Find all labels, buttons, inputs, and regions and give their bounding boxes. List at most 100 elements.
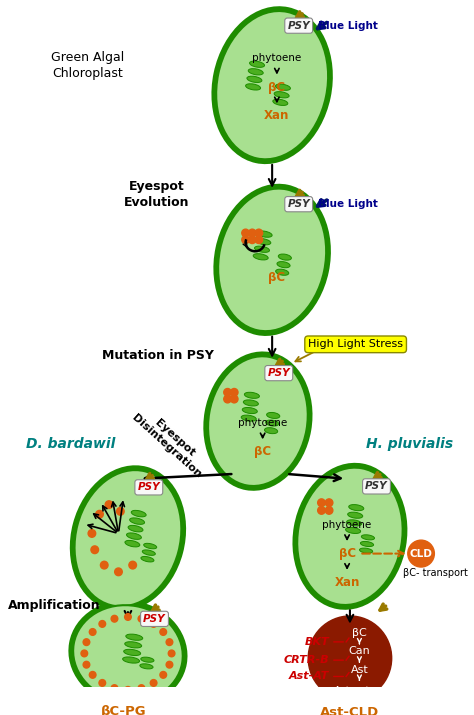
Ellipse shape [276, 269, 289, 275]
Ellipse shape [277, 262, 290, 267]
Circle shape [318, 506, 325, 514]
Text: Xan: Xan [264, 109, 290, 122]
Circle shape [81, 650, 88, 657]
Text: Amplification: Amplification [8, 599, 100, 612]
Circle shape [224, 388, 231, 396]
Ellipse shape [247, 77, 262, 82]
Ellipse shape [248, 69, 263, 75]
Ellipse shape [126, 634, 143, 641]
Circle shape [166, 638, 173, 646]
Text: βC-PG: βC-PG [100, 704, 146, 715]
Text: phytoene: phytoene [238, 418, 287, 428]
Text: PSY: PSY [143, 614, 166, 624]
Text: D. bardawil: D. bardawil [27, 437, 116, 451]
Ellipse shape [361, 535, 374, 540]
Circle shape [96, 511, 103, 518]
Circle shape [99, 679, 106, 686]
Text: βC: βC [268, 81, 285, 94]
Circle shape [129, 561, 137, 569]
Text: Eyespot
Disintegration: Eyespot Disintegration [130, 404, 211, 480]
Ellipse shape [127, 533, 141, 539]
Ellipse shape [68, 601, 188, 706]
Text: βC: βC [338, 547, 356, 560]
Circle shape [115, 568, 122, 576]
Ellipse shape [274, 92, 289, 98]
Circle shape [325, 499, 333, 506]
Ellipse shape [255, 246, 270, 252]
Ellipse shape [125, 642, 142, 648]
Ellipse shape [245, 393, 259, 398]
Circle shape [89, 671, 96, 679]
Text: Mutation in PSY: Mutation in PSY [102, 350, 214, 363]
Ellipse shape [292, 463, 408, 610]
Ellipse shape [141, 657, 154, 662]
Ellipse shape [70, 465, 186, 611]
Ellipse shape [278, 254, 292, 260]
Text: Blue Light: Blue Light [318, 199, 378, 209]
Text: Ast-ester: Ast-ester [334, 686, 381, 696]
Ellipse shape [253, 254, 268, 260]
Ellipse shape [266, 413, 280, 418]
Ellipse shape [141, 556, 154, 562]
Circle shape [242, 229, 249, 237]
Circle shape [91, 546, 99, 553]
Circle shape [99, 621, 106, 627]
Ellipse shape [256, 239, 271, 245]
Circle shape [138, 616, 145, 622]
Circle shape [105, 500, 113, 508]
Ellipse shape [241, 415, 256, 421]
Ellipse shape [297, 468, 403, 605]
Circle shape [224, 395, 231, 403]
Circle shape [150, 621, 157, 627]
Text: PSY: PSY [365, 481, 388, 491]
Text: PSY: PSY [267, 368, 290, 378]
Text: PSY: PSY [287, 21, 310, 31]
Text: H. pluvialis: H. pluvialis [366, 437, 453, 451]
Circle shape [89, 628, 96, 636]
Text: Green Algal
Chloroplast: Green Algal Chloroplast [51, 51, 124, 81]
Text: Can: Can [348, 646, 370, 656]
Circle shape [125, 613, 131, 621]
Circle shape [242, 236, 249, 244]
Ellipse shape [123, 657, 139, 663]
Ellipse shape [218, 189, 326, 331]
Circle shape [308, 616, 392, 701]
Ellipse shape [140, 664, 153, 669]
Ellipse shape [242, 408, 257, 413]
Text: Ast: Ast [351, 665, 368, 675]
Ellipse shape [203, 352, 312, 490]
Text: High Light Stress: High Light Stress [308, 340, 403, 350]
Circle shape [230, 388, 238, 396]
Ellipse shape [144, 543, 157, 549]
Ellipse shape [273, 99, 288, 105]
Ellipse shape [346, 520, 362, 526]
Text: CRTR-B: CRTR-B [283, 655, 329, 665]
Ellipse shape [142, 550, 155, 556]
Ellipse shape [249, 61, 264, 67]
Circle shape [100, 561, 108, 569]
Text: βC: βC [268, 271, 285, 284]
Ellipse shape [346, 528, 361, 533]
Text: PSY: PSY [137, 483, 160, 493]
Circle shape [160, 671, 166, 679]
Text: BKT: BKT [304, 637, 329, 647]
Text: βC- transport: βC- transport [403, 568, 468, 578]
Ellipse shape [213, 184, 331, 336]
Ellipse shape [347, 512, 363, 518]
Circle shape [111, 685, 118, 691]
Circle shape [166, 661, 173, 668]
Text: phytoene: phytoene [252, 54, 301, 64]
Circle shape [138, 685, 145, 691]
Text: Xan: Xan [334, 576, 360, 589]
Circle shape [117, 508, 124, 516]
Circle shape [255, 236, 263, 244]
Circle shape [318, 499, 325, 506]
Text: Ast-CLD: Ast-CLD [320, 706, 380, 715]
Circle shape [125, 686, 131, 694]
Circle shape [168, 650, 175, 657]
Text: PSY: PSY [287, 199, 310, 209]
Text: Eyespot
Evolution: Eyespot Evolution [124, 180, 189, 209]
Ellipse shape [74, 470, 182, 606]
Circle shape [248, 236, 256, 244]
Circle shape [230, 395, 238, 403]
